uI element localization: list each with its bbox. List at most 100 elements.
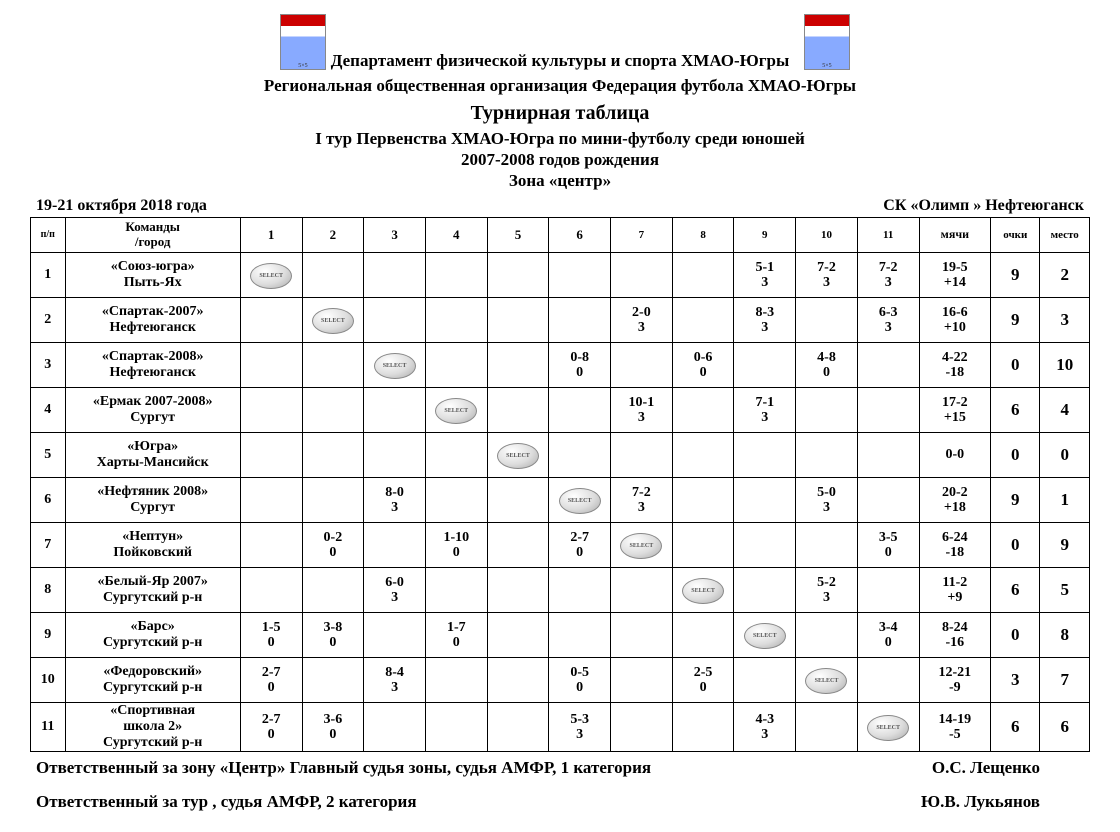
score: 5-1 — [734, 260, 795, 275]
place-cell: 9 — [1040, 523, 1090, 568]
match-cell: SELECT — [549, 478, 611, 523]
match-cell: SELECT — [487, 433, 549, 478]
ball-icon: SELECT — [744, 623, 786, 649]
match-cell — [302, 478, 364, 523]
place-cell: 7 — [1040, 658, 1090, 703]
match-cell — [549, 388, 611, 433]
match-cell — [487, 568, 549, 613]
match-cell — [611, 613, 673, 658]
match-points: 3 — [734, 320, 795, 335]
row-num: 5 — [31, 433, 66, 478]
match-cell: 5-23 — [796, 568, 858, 613]
team-name: «Нефтяник 2008»Сургут — [65, 478, 240, 523]
match-points: 3 — [364, 590, 425, 605]
match-cell — [487, 388, 549, 433]
dates: 19-21 октября 2018 года — [36, 197, 207, 215]
place-cell: 1 — [1040, 478, 1090, 523]
team-name: «Союз-югра»Пыть-Ях — [65, 253, 240, 298]
match-cell — [672, 703, 734, 752]
match-cell — [425, 298, 487, 343]
match-cell — [240, 433, 302, 478]
score: 2-0 — [611, 305, 672, 320]
match-cell — [425, 703, 487, 752]
match-cell: 5-13 — [734, 253, 796, 298]
match-cell — [425, 568, 487, 613]
match-cell — [364, 433, 426, 478]
match-cell — [425, 433, 487, 478]
score: 8-3 — [734, 305, 795, 320]
row-num: 8 — [31, 568, 66, 613]
match-cell — [611, 703, 673, 752]
match-points: 0 — [426, 635, 487, 650]
ball-icon: SELECT — [250, 263, 292, 289]
match-cell — [487, 253, 549, 298]
match-cell — [857, 478, 919, 523]
match-cell — [302, 388, 364, 433]
table-row: 8«Белый-Яр 2007»Сургутский р-н6-03SELECT… — [31, 568, 1090, 613]
match-cell — [364, 703, 426, 752]
table-row: 5«Югра»Харты-МансийскSELECT0-000 — [31, 433, 1090, 478]
match-cell: SELECT — [734, 613, 796, 658]
logo-right: 5×5 — [804, 14, 850, 70]
match-cell — [857, 568, 919, 613]
match-cell — [240, 568, 302, 613]
match-cell — [611, 343, 673, 388]
match-cell — [487, 703, 549, 752]
match-cell — [857, 343, 919, 388]
match-points: 0 — [426, 545, 487, 560]
match-points: 0 — [549, 365, 610, 380]
match-cell — [672, 298, 734, 343]
ball-icon: SELECT — [435, 398, 477, 424]
points-cell: 6 — [991, 388, 1040, 433]
venue: СК «Олимп » Нефтеюганск — [883, 197, 1084, 215]
score: 2-5 — [673, 665, 734, 680]
match-cell — [734, 523, 796, 568]
match-points: 3 — [858, 275, 919, 290]
match-points: 3 — [549, 727, 610, 742]
match-points: 3 — [611, 410, 672, 425]
match-points: 3 — [364, 680, 425, 695]
goals-cell: 11-2+9 — [919, 568, 991, 613]
match-cell — [487, 523, 549, 568]
match-points: 3 — [364, 500, 425, 515]
place-cell: 10 — [1040, 343, 1090, 388]
match-points: 0 — [549, 680, 610, 695]
ball-icon: SELECT — [620, 533, 662, 559]
match-cell — [364, 253, 426, 298]
th-team-l1: Команды — [125, 219, 180, 234]
place-cell: 6 — [1040, 703, 1090, 752]
match-points: 0 — [241, 680, 302, 695]
match-points: 0 — [673, 680, 734, 695]
score: 2-7 — [241, 665, 302, 680]
match-cell: 0-50 — [549, 658, 611, 703]
points-cell: 9 — [991, 478, 1040, 523]
match-cell — [611, 253, 673, 298]
match-cell — [302, 343, 364, 388]
match-cell — [734, 658, 796, 703]
match-cell — [796, 523, 858, 568]
score: 0-2 — [303, 530, 364, 545]
match-cell: SELECT — [611, 523, 673, 568]
th-7: 7 — [611, 218, 673, 253]
match-cell — [611, 658, 673, 703]
match-cell — [487, 613, 549, 658]
th-4: 4 — [425, 218, 487, 253]
match-cell — [796, 703, 858, 752]
table-row: 7«Нептун»Пойковский0-201-1002-70SELECT3-… — [31, 523, 1090, 568]
match-cell: 6-33 — [857, 298, 919, 343]
header-line1: Департамент физической культуры и спорта… — [30, 50, 1090, 71]
match-cell: 3-60 — [302, 703, 364, 752]
footer-2b: Ю.В. Лукьянов — [921, 792, 1040, 812]
match-cell — [611, 568, 673, 613]
points-cell: 0 — [991, 523, 1040, 568]
match-cell: SELECT — [672, 568, 734, 613]
score: 4-3 — [734, 712, 795, 727]
goals-cell: 17-2+15 — [919, 388, 991, 433]
th-goals: мячи — [919, 218, 991, 253]
match-cell — [240, 298, 302, 343]
table-row: 10«Федоровский»Сургутский р-н2-708-430-5… — [31, 658, 1090, 703]
match-cell — [302, 658, 364, 703]
score: 1-5 — [241, 620, 302, 635]
th-1: 1 — [240, 218, 302, 253]
table-head: п/п Команды/город 1 2 3 4 5 6 7 8 9 10 1… — [31, 218, 1090, 253]
